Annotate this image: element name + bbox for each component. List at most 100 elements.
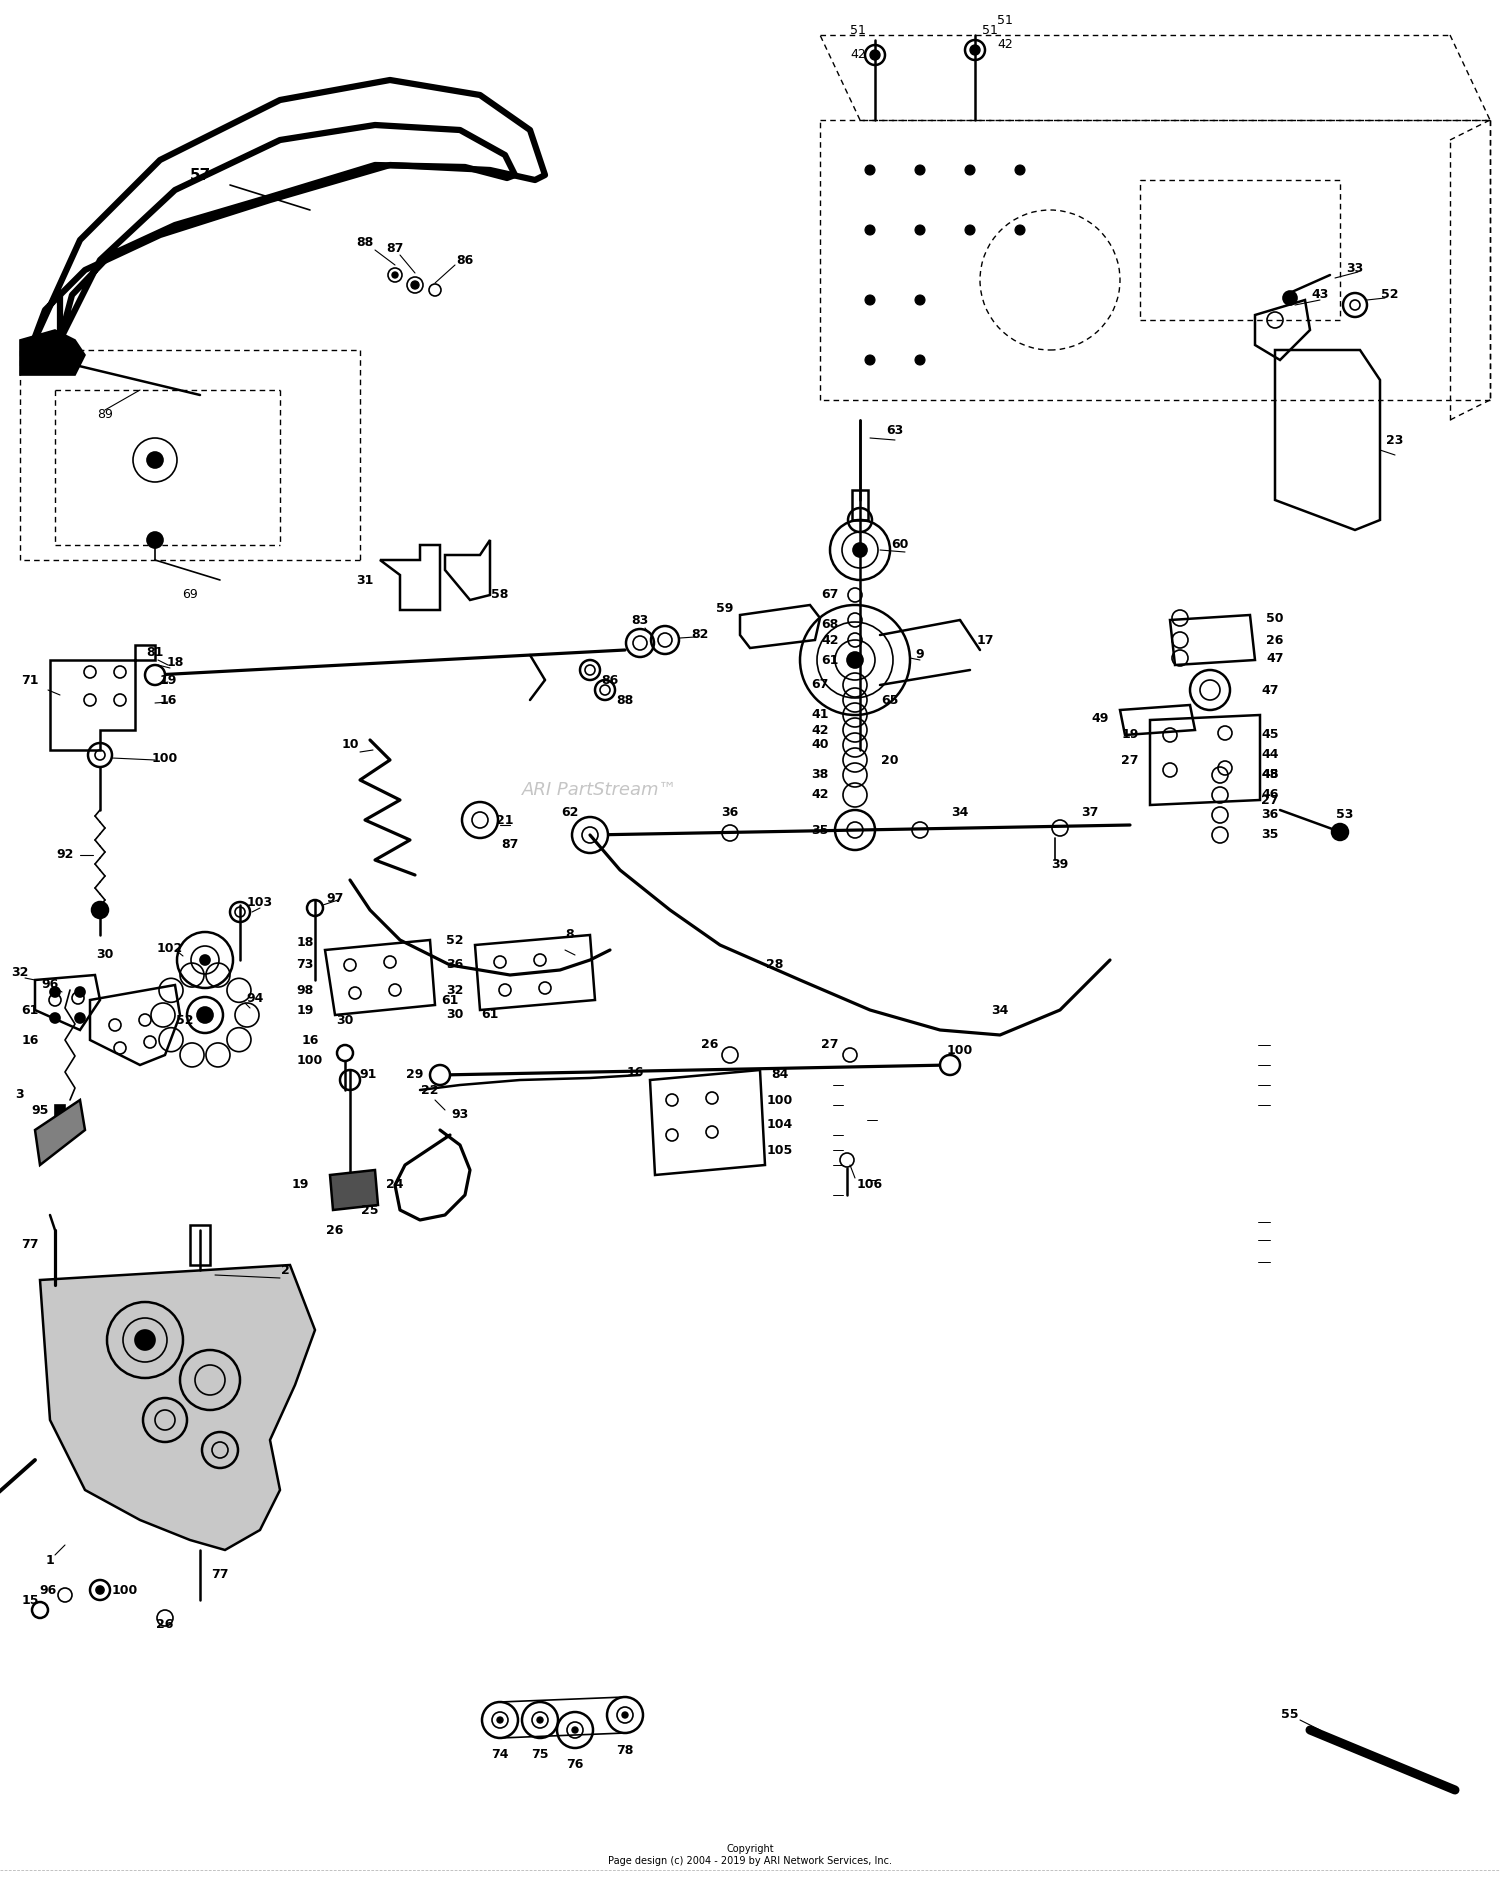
- Text: 18: 18: [297, 936, 314, 949]
- Circle shape: [196, 1008, 213, 1023]
- Circle shape: [970, 45, 980, 55]
- Text: 73: 73: [297, 959, 314, 972]
- Text: 34: 34: [992, 1004, 1008, 1017]
- Text: 100: 100: [297, 1053, 322, 1066]
- Text: 89: 89: [98, 408, 112, 421]
- Text: 19: 19: [291, 1179, 309, 1192]
- Text: 51: 51: [998, 13, 1012, 26]
- Text: 61: 61: [482, 1008, 498, 1021]
- Text: 48: 48: [1262, 769, 1278, 782]
- Bar: [190, 1226, 210, 1265]
- Text: 77: 77: [211, 1568, 228, 1581]
- Text: 61: 61: [822, 654, 839, 667]
- Polygon shape: [330, 1169, 378, 1211]
- Text: 38: 38: [812, 769, 828, 782]
- Circle shape: [870, 51, 880, 60]
- Circle shape: [537, 1716, 543, 1722]
- Circle shape: [915, 226, 926, 235]
- Text: 102: 102: [158, 942, 183, 955]
- Text: 51: 51: [982, 23, 998, 36]
- Text: 33: 33: [1347, 261, 1364, 274]
- Circle shape: [865, 226, 874, 235]
- Text: 88: 88: [357, 235, 374, 248]
- Text: 100: 100: [766, 1094, 794, 1107]
- Circle shape: [50, 987, 60, 996]
- Circle shape: [146, 666, 165, 684]
- Circle shape: [147, 532, 164, 547]
- Text: 52: 52: [447, 934, 464, 946]
- Circle shape: [1282, 291, 1298, 305]
- Text: 84: 84: [771, 1068, 789, 1081]
- Text: 26: 26: [1266, 634, 1284, 647]
- Text: 1: 1: [45, 1553, 54, 1566]
- Text: 86: 86: [602, 673, 618, 686]
- Text: 18: 18: [166, 656, 183, 669]
- Text: ARI PartStream™: ARI PartStream™: [522, 780, 678, 799]
- Text: 27: 27: [1262, 793, 1278, 807]
- Text: 69: 69: [182, 588, 198, 602]
- Text: 96: 96: [42, 978, 58, 991]
- Text: 68: 68: [822, 619, 839, 632]
- Text: 27: 27: [822, 1038, 839, 1051]
- Text: 100: 100: [112, 1583, 138, 1596]
- Text: 95: 95: [32, 1104, 48, 1117]
- Text: 67: 67: [812, 679, 828, 692]
- Text: 19: 19: [1122, 728, 1138, 741]
- Text: 16: 16: [21, 1034, 39, 1047]
- Text: 45: 45: [1262, 728, 1278, 741]
- Text: 105: 105: [766, 1143, 794, 1156]
- Text: 42: 42: [812, 724, 828, 737]
- Circle shape: [915, 355, 926, 365]
- Text: 78: 78: [616, 1743, 633, 1756]
- Circle shape: [865, 355, 874, 365]
- Text: 35: 35: [1262, 829, 1278, 842]
- Text: 46: 46: [1262, 788, 1278, 801]
- Text: 52: 52: [177, 1013, 194, 1026]
- Circle shape: [92, 902, 108, 917]
- Text: 29: 29: [406, 1068, 423, 1081]
- Text: 36: 36: [447, 959, 464, 972]
- Text: 34: 34: [951, 805, 969, 818]
- Circle shape: [964, 165, 975, 175]
- Text: 49: 49: [1092, 711, 1108, 724]
- Circle shape: [622, 1713, 628, 1718]
- Bar: [1140, 180, 1340, 320]
- Text: 35: 35: [812, 823, 828, 837]
- Text: 19: 19: [297, 1004, 314, 1017]
- Text: 42: 42: [812, 788, 828, 801]
- Text: 42: 42: [998, 38, 1012, 51]
- Text: 3: 3: [15, 1089, 24, 1102]
- Text: 97: 97: [327, 891, 344, 904]
- Circle shape: [1332, 823, 1348, 840]
- Text: 27: 27: [1120, 754, 1138, 767]
- Circle shape: [200, 955, 210, 964]
- Text: 55: 55: [1281, 1709, 1299, 1722]
- Text: 83: 83: [632, 613, 648, 626]
- Circle shape: [1016, 226, 1025, 235]
- Circle shape: [915, 165, 926, 175]
- Text: 26: 26: [156, 1619, 174, 1632]
- Text: 103: 103: [248, 895, 273, 908]
- Circle shape: [96, 1587, 104, 1594]
- Circle shape: [462, 803, 498, 838]
- Text: 67: 67: [822, 588, 839, 602]
- Circle shape: [496, 1716, 502, 1722]
- Text: 86: 86: [456, 254, 474, 267]
- Polygon shape: [56, 1105, 64, 1145]
- Circle shape: [853, 543, 867, 556]
- Text: 20: 20: [882, 754, 898, 767]
- Text: 26: 26: [327, 1224, 344, 1237]
- Text: 30: 30: [336, 1013, 354, 1026]
- Polygon shape: [34, 1100, 86, 1166]
- Text: 42: 42: [850, 49, 865, 62]
- Text: 60: 60: [891, 538, 909, 551]
- Text: 16: 16: [627, 1066, 644, 1079]
- Text: 52: 52: [1382, 288, 1398, 301]
- Text: 30: 30: [96, 949, 114, 961]
- Text: 10: 10: [340, 739, 358, 752]
- Text: 41: 41: [812, 709, 828, 722]
- Text: 76: 76: [567, 1758, 584, 1771]
- Text: 15: 15: [21, 1594, 39, 1607]
- Text: 75: 75: [531, 1748, 549, 1762]
- Text: 39: 39: [1052, 859, 1068, 872]
